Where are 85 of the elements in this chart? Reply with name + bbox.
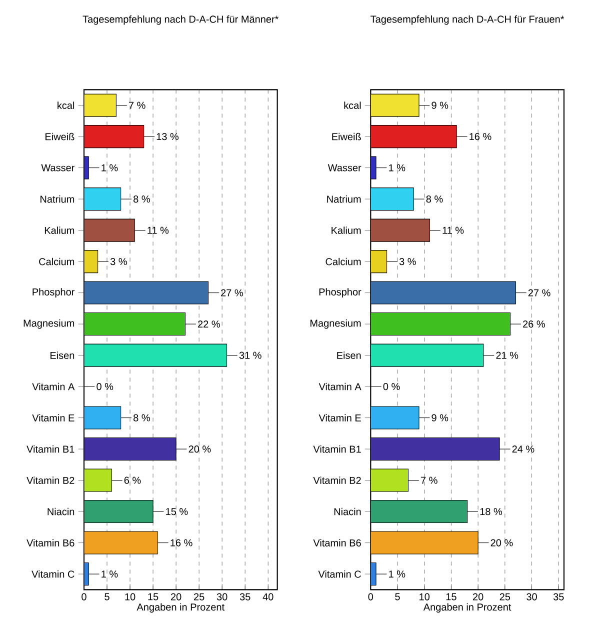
data-label: 31 % [239, 352, 262, 359]
x-axis-title: Angaben in Prozent [136, 603, 224, 613]
data-label: 0 % [96, 383, 114, 390]
y-tick-label: Vitamin A [32, 382, 75, 390]
x-tick-label: 10 [125, 593, 136, 600]
data-label: 21 % [496, 352, 518, 359]
data-label: 24 % [512, 446, 534, 453]
data-label: 18 % [480, 508, 502, 516]
data-label: 8 % [134, 414, 150, 422]
y-tick-label: Phosphor [319, 288, 362, 298]
x-tick-label: 25 [500, 593, 510, 600]
y-tick-label: Wasser [41, 164, 75, 172]
x-tick-label: 5 [104, 593, 110, 600]
x-tick-label: 10 [420, 593, 430, 600]
data-label: 11 % [148, 226, 169, 234]
y-tick-label: Vitamin B1 [26, 445, 74, 453]
y-tick-label: Vitamin B2 [313, 476, 361, 484]
data-label: 13 % [156, 133, 179, 140]
y-tick-label: Eiweiß [46, 132, 74, 140]
x-tick-label: 15 [446, 593, 456, 600]
data-label: 9 % [432, 414, 448, 422]
y-tick-label: Vitamin A [318, 382, 362, 390]
y-tick-label: Eisen [50, 352, 74, 359]
y-tick-label: Vitamin B1 [313, 445, 361, 453]
x-tick-label: 5 [395, 593, 400, 600]
y-tick-label: Niacin [48, 508, 74, 516]
y-tick-label: Vitamin E [32, 414, 74, 422]
y-tick-label: Phosphor [32, 288, 75, 298]
data-label: 27 % [221, 289, 243, 296]
data-label: 11 % [442, 226, 464, 234]
y-tick-label: Eisen [337, 352, 361, 359]
data-label: 26 % [523, 320, 545, 328]
y-tick-label: Niacin [334, 508, 361, 516]
y-tick-label: kcal [58, 102, 74, 109]
y-tick-label: Vitamin B2 [26, 476, 74, 484]
y-tick-label: Vitamin B6 [313, 539, 361, 546]
data-label: 20 % [188, 446, 211, 453]
x-tick-label: 0 [368, 593, 374, 600]
x-axis-title: Angaben in Prozent [423, 603, 512, 613]
data-label: 20 % [490, 539, 513, 546]
data-label: 16 % [170, 539, 192, 546]
x-tick-label: 35 [240, 593, 250, 600]
data-label: 6 % [124, 476, 141, 484]
y-tick-label: Vitamin B6 [26, 539, 74, 546]
y-tick-label: Natrium [40, 195, 74, 203]
y-tick-label: Vitamin C [32, 570, 74, 578]
x-tick-label: 25 [194, 593, 204, 600]
x-tick-label: 30 [216, 593, 228, 600]
y-tick-label: Kalium [44, 226, 74, 234]
y-tick-label: Vitamin C [318, 570, 361, 578]
data-label: 1 % [389, 570, 406, 578]
x-tick-label: 0 [82, 593, 86, 600]
data-label: 3 % [399, 258, 416, 266]
y-tick-label: Kalium [332, 226, 361, 234]
y-tick-label: kcal [344, 102, 361, 109]
data-label: 9 % [432, 102, 448, 109]
data-label: 8 % [134, 196, 150, 203]
data-label: 1 % [389, 164, 406, 172]
data-label: 8 % [426, 196, 443, 203]
data-label: 15 % [166, 508, 188, 516]
y-tick-label: Calcium [39, 258, 74, 266]
data-label: 22 % [198, 320, 220, 328]
x-tick-label: 20 [170, 593, 182, 600]
x-tick-label: 35 [553, 593, 564, 600]
data-label: 7 % [421, 476, 438, 484]
y-tick-label: Calcium [326, 258, 361, 266]
y-tick-label: Vitamin E [318, 414, 361, 422]
chart-title: Tagesempfehlung nach D-A-CH für Männer* [82, 15, 279, 25]
y-tick-label: Eiweiß [332, 132, 361, 140]
data-label: 16 % [470, 133, 492, 140]
data-label: 1 % [102, 570, 118, 578]
y-tick-label: Natrium [327, 195, 361, 203]
x-tick-label: 20 [473, 593, 484, 600]
y-tick-label: Magnesium [310, 319, 361, 329]
data-label: 7 % [129, 102, 146, 109]
x-tick-label: 30 [526, 593, 537, 600]
y-tick-label: Magnesium [24, 319, 74, 329]
data-label: 27 % [528, 289, 550, 296]
x-tick-label: 40 [262, 593, 274, 600]
y-tick-label: Wasser [328, 164, 362, 172]
chart-title: Tagesempfehlung nach D-A-CH für Frauen* [370, 15, 564, 25]
x-tick-label: 15 [148, 593, 158, 600]
data-label: 1 % [102, 164, 118, 172]
data-label: 3 % [110, 258, 127, 266]
data-label: 0 % [383, 383, 400, 390]
